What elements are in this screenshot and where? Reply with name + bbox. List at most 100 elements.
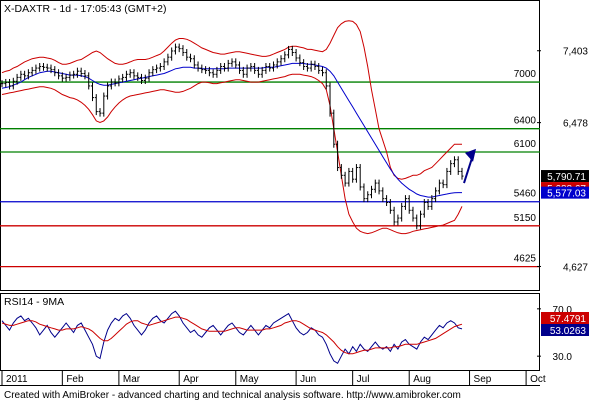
price-bar: [128, 69, 132, 78]
price-panel-frame: [0, 0, 540, 291]
price-bar: [219, 63, 223, 74]
price-bar: [381, 187, 385, 203]
price-bar: [136, 72, 140, 81]
price-layer: 7000 6400 6100 5460 5150 4625: [0, 20, 540, 268]
price-bar: [41, 63, 45, 71]
price-bar: [26, 69, 30, 80]
price-bar: [102, 92, 106, 117]
price-bar: [279, 55, 283, 66]
level-label-7000: 7000: [514, 69, 537, 80]
price-bar: [377, 179, 381, 195]
price-bar: [207, 66, 211, 77]
price-tick-label: 6,478: [563, 119, 588, 130]
price-bar: [320, 66, 324, 77]
price-bar: [15, 73, 19, 85]
rsi-panel-frame: [0, 293, 540, 371]
price-bar: [147, 69, 151, 82]
price-bar: [132, 69, 136, 80]
price-bar: [87, 72, 91, 90]
price-bar: [370, 185, 374, 199]
price-bar: [403, 195, 407, 210]
price-bar: [434, 187, 438, 203]
price-bar: [396, 214, 400, 226]
x-tick-label: Mar: [123, 374, 141, 385]
price-bar: [249, 63, 253, 72]
price-bar: [106, 82, 110, 100]
price-bar: [57, 69, 61, 80]
price-bar: [75, 67, 79, 78]
price-bar: [53, 66, 57, 77]
price-value-badge: 5,790.71: [541, 170, 589, 183]
price-bar: [189, 53, 193, 63]
price-bar: [121, 73, 125, 83]
price-bar: [60, 72, 64, 82]
price-bar: [452, 156, 456, 168]
price-bar: [366, 191, 370, 203]
price-bar: [166, 53, 170, 66]
price-bar: [34, 64, 38, 74]
price-bar: [309, 60, 313, 72]
price-bar: [422, 199, 426, 218]
series-bollinger-upper: [1, 20, 462, 180]
chart-title: X-DAXTR - 1d - 17:05:43 (GMT+2): [4, 3, 167, 15]
level-label-5460: 5460: [514, 189, 537, 200]
price-bar: [294, 49, 298, 62]
price-bar: [460, 167, 464, 180]
x-tick-label: Oct: [530, 374, 546, 385]
price-bar: [181, 45, 185, 57]
price-bar: [241, 66, 245, 78]
price-bar: [358, 164, 362, 191]
price-bar: [8, 78, 12, 90]
price-bar: [4, 78, 8, 88]
price-bar: [354, 164, 358, 183]
price-bar: [445, 167, 449, 189]
price-bars: [0, 43, 464, 230]
price-bar: [287, 45, 291, 59]
price-bar: [351, 167, 355, 183]
x-tick-label: Jun: [300, 374, 316, 385]
price-bar: [271, 61, 275, 72]
price-bar: [113, 78, 117, 87]
price-bar: [302, 59, 306, 71]
price-bar: [407, 195, 411, 214]
price-bar: [437, 179, 441, 195]
price-bar: [140, 73, 144, 84]
price-bar: [215, 66, 219, 78]
level-label-4625: 4625: [514, 254, 537, 265]
price-bar: [109, 78, 113, 90]
price-bar: [411, 206, 415, 222]
price-bar: [238, 61, 242, 74]
axis-layer: 7,4036,4784,6275,790.715,688.675,577.037…: [1, 47, 589, 385]
price-bar: [385, 195, 389, 207]
price-bar: [268, 63, 272, 72]
price-bar: [177, 43, 181, 53]
price-bar: [45, 63, 49, 72]
price-bar: [19, 70, 23, 81]
price-bar: [196, 61, 200, 72]
price-bar: [79, 67, 83, 78]
price-bar: [143, 74, 147, 84]
price-bar: [94, 94, 98, 116]
rsi-value-badge: 53.0263: [541, 324, 589, 337]
x-tick-label: Sep: [474, 374, 492, 385]
x-tick-label: Apr: [183, 374, 199, 385]
price-bar: [124, 70, 128, 81]
price-bar: [449, 160, 453, 175]
price-bar: [324, 69, 328, 90]
rsi-value-badge-text: 53.0263: [550, 326, 587, 337]
price-bar: [339, 164, 343, 179]
price-bar: [305, 63, 309, 72]
price-bar: [90, 82, 94, 102]
price-bar: [419, 210, 423, 230]
price-bar: [162, 58, 166, 71]
price-value-badge-text: 5,577.03: [547, 189, 586, 200]
price-bar: [98, 108, 102, 117]
price-bar: [30, 66, 34, 77]
price-bar: [253, 63, 257, 74]
rsi-value-badge: 57.4791: [541, 312, 589, 325]
price-bar: [173, 43, 177, 55]
price-bar: [317, 63, 321, 74]
price-bar: [0, 80, 4, 88]
price-bar: [373, 179, 377, 193]
price-bar: [456, 156, 460, 175]
